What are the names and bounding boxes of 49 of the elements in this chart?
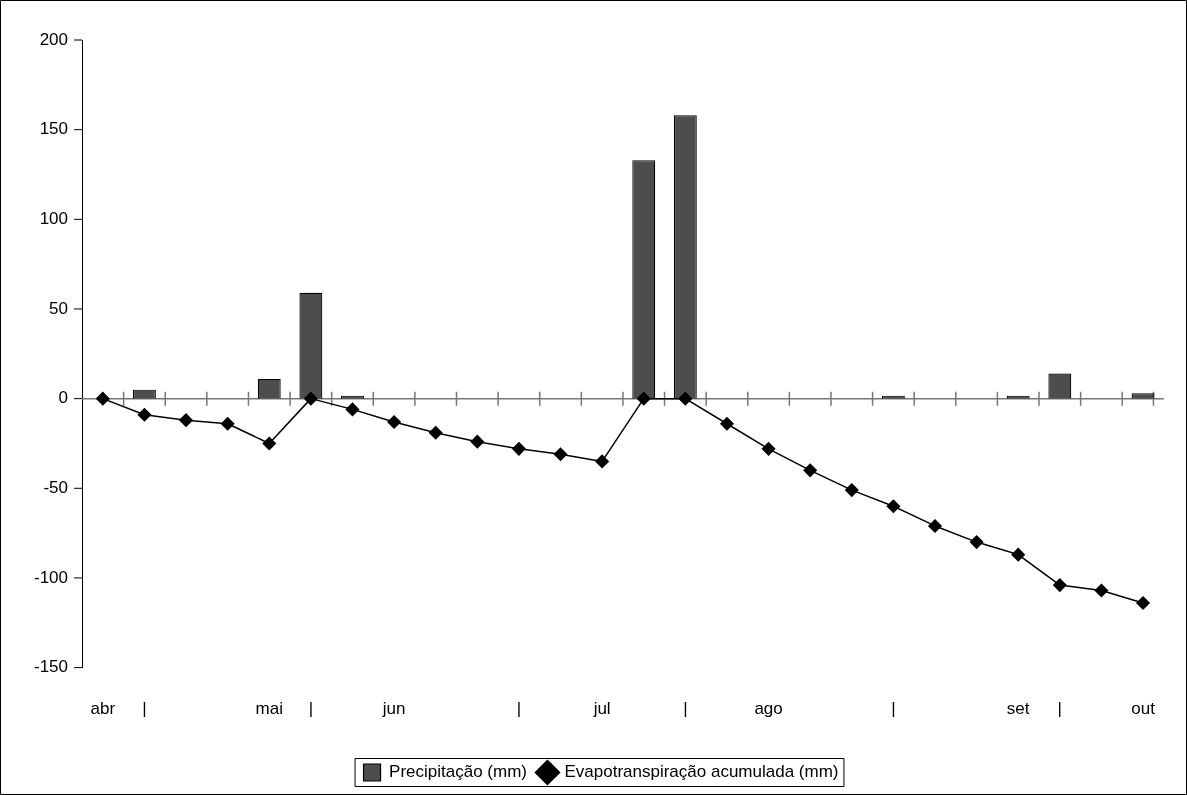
point [137,408,152,422]
y-tick-label: 50 [49,298,69,318]
point [470,434,485,449]
point [886,499,901,513]
y-tick-label: 100 [39,209,69,228]
point [304,391,318,406]
x-tick-label: | [516,699,522,719]
y-tick-label: -150 [33,657,69,677]
x-tick-label: | [891,699,896,719]
point [1053,578,1067,592]
point [1011,547,1025,562]
x-tick-label: | [1057,699,1063,719]
point [636,391,651,406]
point [845,483,859,497]
x-tick-label: jul [592,699,611,719]
legend-label: Precipitação (mm) [389,762,527,782]
x-tick-label: mai [255,699,283,719]
point [345,402,360,417]
point [262,436,277,451]
point [595,454,609,469]
x-tick-label: | [308,699,314,719]
y-tick-label: 150 [39,119,69,139]
point [1136,596,1150,610]
x-tick-label: set [1006,699,1030,719]
y-tick-label: -100 [33,567,69,587]
point [761,442,776,456]
point [803,463,817,478]
x-tick-label: abr [90,699,116,719]
x-tick-label: jun [381,699,406,719]
y-tick-label: 0 [58,388,69,408]
point [179,413,193,427]
y-tick-label: 200 [39,29,69,49]
point [220,416,235,431]
point [928,519,942,533]
legend-label: Evapotranspiração acumulada (mm) [564,762,839,782]
point [1094,583,1109,598]
point [678,391,693,406]
y-tick-label: -50 [43,477,69,497]
point [387,415,401,429]
x-tick-label: ago [754,699,783,719]
point [512,442,526,456]
x-tick-label: | [683,699,688,719]
point [96,391,110,406]
point [553,447,568,461]
x-tick-label: | [142,699,147,719]
point [720,416,734,431]
point [969,535,984,549]
x-tick-label: out [1131,699,1156,719]
point [428,425,443,440]
